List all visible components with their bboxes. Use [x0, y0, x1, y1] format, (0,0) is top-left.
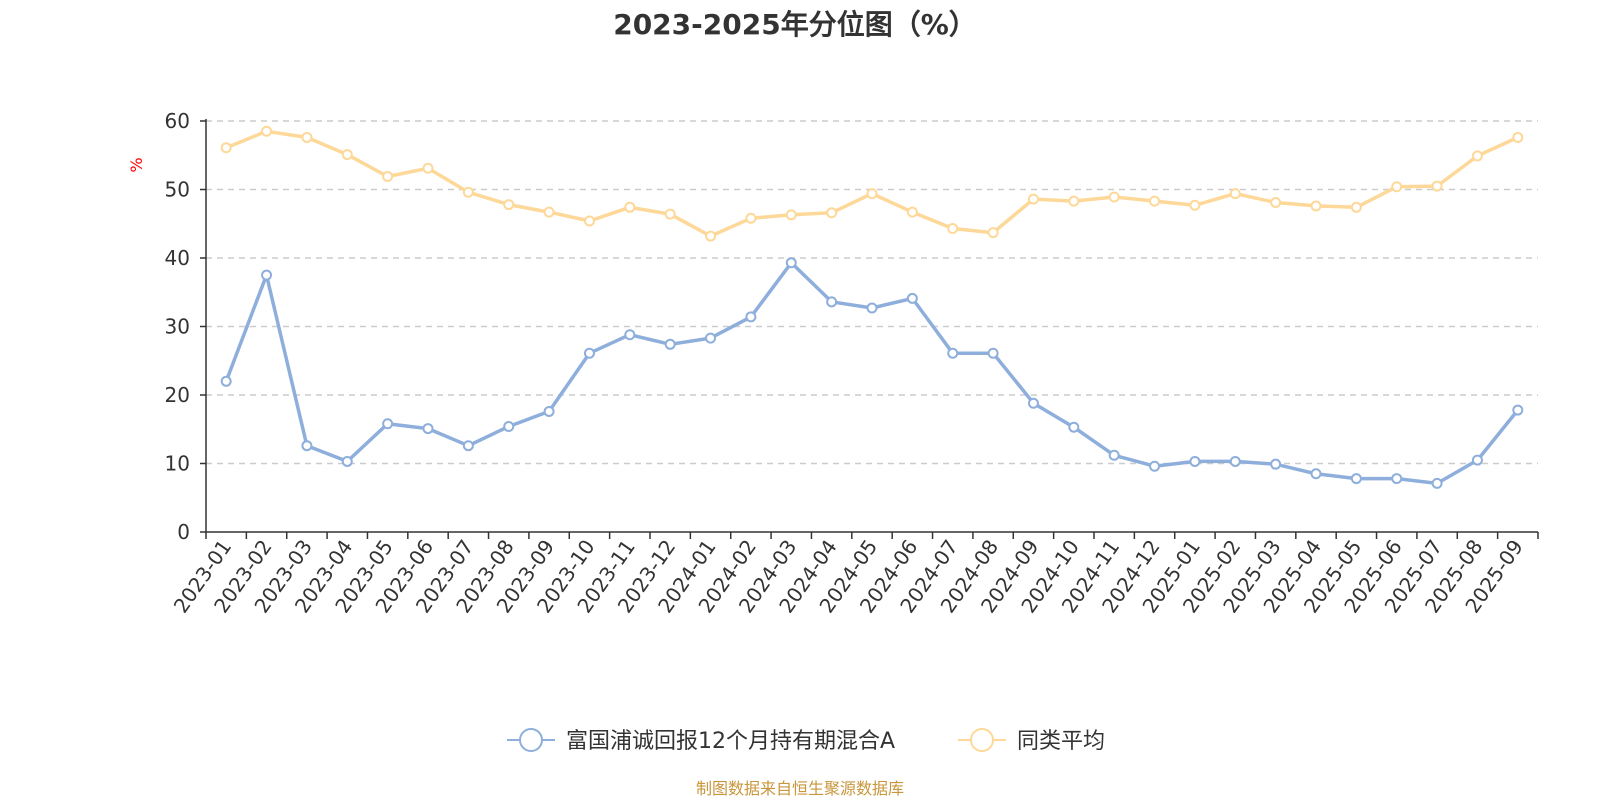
data-point: [301, 131, 313, 143]
data-point: [866, 188, 878, 200]
data-point: [583, 347, 595, 359]
data-point: [705, 230, 717, 242]
legend-marker: [519, 728, 543, 752]
data-point: [220, 142, 232, 154]
data-point: [1471, 454, 1483, 466]
data-point: [341, 455, 353, 467]
x-axis: 2023-012023-022023-032023-042023-052023-…: [169, 531, 1539, 617]
data-point: [1270, 197, 1282, 209]
data-point: [1350, 473, 1362, 485]
y-tick-label: 0: [177, 520, 190, 544]
data-point: [624, 201, 636, 213]
series-1: [220, 125, 1524, 242]
data-point: [785, 257, 797, 269]
data-point: [382, 418, 394, 430]
y-tick-label: 30: [165, 315, 190, 339]
data-point: [1512, 131, 1524, 143]
y-tick-label: 60: [165, 109, 190, 133]
data-point: [301, 440, 313, 452]
y-axis: 0 10 20 30 40 50 60: [165, 109, 207, 544]
data-point: [1229, 188, 1241, 200]
data-point: [906, 206, 918, 218]
data-point: [462, 186, 474, 198]
data-point: [422, 162, 434, 174]
data-point: [1431, 180, 1443, 192]
data-point: [583, 215, 595, 227]
data-point: [1068, 195, 1080, 207]
data-point: [987, 227, 999, 239]
series-line: [224, 129, 1520, 238]
data-source-note: 制图数据来自恒生聚源数据库: [696, 779, 904, 798]
data-point: [1108, 449, 1120, 461]
y-tick-label: 20: [165, 383, 190, 407]
data-point: [664, 338, 676, 350]
data-point: [1471, 150, 1483, 162]
series-layer: [220, 125, 1524, 489]
data-point: [987, 347, 999, 359]
data-point: [1431, 477, 1443, 489]
data-point: [1310, 200, 1322, 212]
data-point: [1189, 199, 1201, 211]
data-point: [1189, 455, 1201, 467]
data-point: [1027, 193, 1039, 205]
data-point: [947, 223, 959, 235]
data-point: [826, 296, 838, 308]
legend-label: 富国浦诚回报12个月持有期混合A: [566, 729, 895, 754]
data-point: [1391, 473, 1403, 485]
data-point: [220, 375, 232, 387]
data-point: [906, 292, 918, 304]
data-point: [705, 332, 717, 344]
y-tick-label: 10: [165, 452, 190, 476]
data-point: [1027, 397, 1039, 409]
y-tick-label: 40: [165, 246, 190, 270]
legend-item-0[interactable]: 富国浦诚回报12个月持有期混合A: [507, 728, 895, 754]
series-0: [220, 257, 1524, 489]
data-point: [1310, 468, 1322, 480]
legend-item-1[interactable]: 同类平均: [958, 728, 1105, 754]
data-point: [503, 421, 515, 433]
data-point: [341, 149, 353, 161]
data-point: [664, 208, 676, 220]
legend: 富国浦诚回报12个月持有期混合A 同类平均: [507, 728, 1105, 754]
series-line: [224, 261, 1520, 486]
data-point: [1068, 421, 1080, 433]
data-point: [422, 423, 434, 435]
data-point: [826, 207, 838, 219]
data-point: [1149, 460, 1161, 472]
data-point: [261, 269, 273, 281]
data-point: [543, 206, 555, 218]
data-point: [866, 302, 878, 314]
data-point: [503, 199, 515, 211]
y-tick-label: 50: [165, 178, 190, 202]
data-point: [462, 440, 474, 452]
data-point: [1350, 201, 1362, 213]
y-axis-label: %: [127, 157, 146, 172]
data-point: [1229, 455, 1241, 467]
data-point: [785, 209, 797, 221]
data-point: [543, 405, 555, 417]
data-point: [947, 347, 959, 359]
data-point: [1108, 191, 1120, 203]
data-point: [1149, 195, 1161, 207]
data-point: [1270, 458, 1282, 470]
legend-label: 同类平均: [1017, 729, 1105, 754]
data-point: [1391, 181, 1403, 193]
legend-marker: [970, 728, 994, 752]
data-point: [382, 170, 394, 182]
data-point: [745, 311, 757, 323]
data-point: [624, 329, 636, 341]
data-point: [1512, 404, 1524, 416]
data-point: [261, 125, 273, 137]
chart-title: 2023-2025年分位图（%）: [613, 8, 977, 41]
data-point: [745, 212, 757, 224]
